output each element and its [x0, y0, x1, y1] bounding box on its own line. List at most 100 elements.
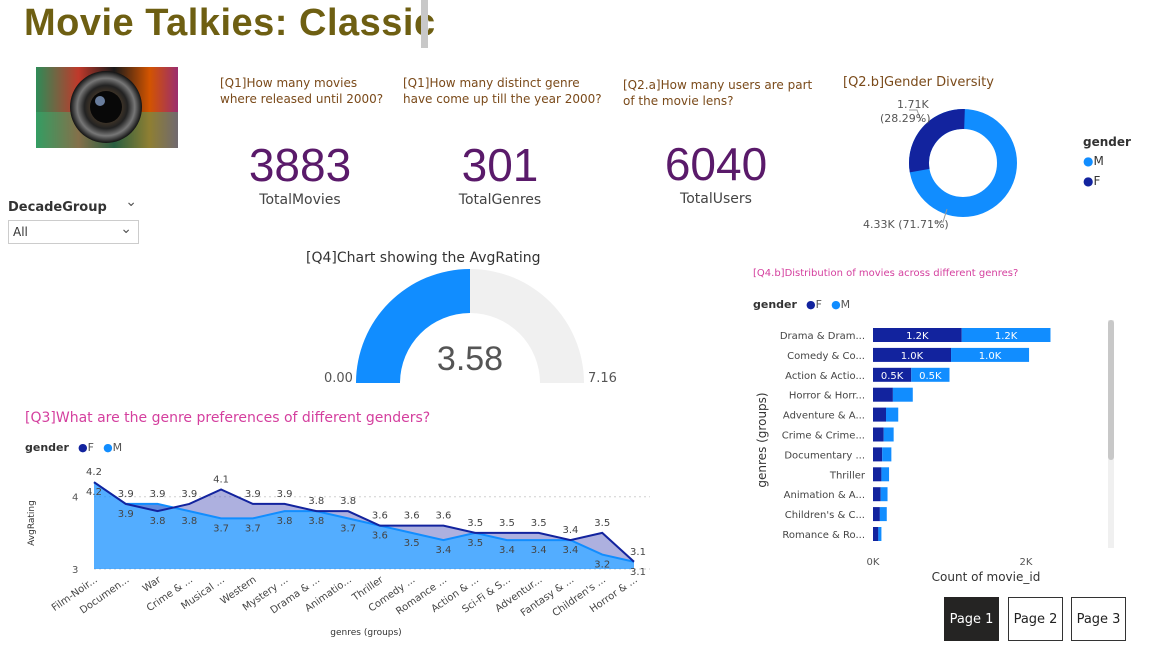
data-label-f: 3.9	[181, 489, 197, 500]
kpi-value: 6040	[664, 138, 768, 190]
legend-item-m[interactable]: M	[112, 441, 123, 454]
data-label-m: 3.4	[531, 545, 547, 556]
kpi-question-users: [Q2.a]How many users are part of the mov…	[623, 78, 813, 108]
kpi-question-movies: [Q1]How many movies where released until…	[220, 76, 384, 106]
legend-item-f[interactable]: ●F	[1083, 174, 1101, 188]
donut-leader-m	[935, 208, 948, 223]
data-label-f: 3.6	[435, 511, 451, 522]
legend-dot-icon: ●	[831, 298, 841, 311]
line-f[interactable]	[93, 481, 635, 563]
data-label-m: 3.6	[372, 531, 388, 542]
kpi-value: 3883	[248, 139, 352, 191]
kpi-question-genres: [Q1]How many distinct genre have come up…	[403, 76, 602, 106]
legend-item-m[interactable]: M	[840, 298, 851, 311]
page-3-button[interactable]: Page 3	[1071, 597, 1126, 641]
data-label-m: 3.2	[594, 560, 610, 571]
data-label-f: 4.1	[213, 474, 229, 485]
bar-chart-title: [Q4.b]Distribution of movies across diff…	[753, 268, 1019, 279]
page-title: Movie Talkies: Classic	[24, 2, 436, 44]
bar-m[interactable]	[951, 347, 1030, 362]
y-tick-label: Animation & A...	[784, 490, 865, 501]
kpi-label: TotalGenres	[458, 192, 542, 208]
gauge-max: 7.16	[588, 371, 617, 386]
bar-label-m: 1.2K	[995, 331, 1018, 342]
data-label-f: 3.8	[340, 496, 356, 507]
slicer-value: All	[13, 225, 28, 239]
gauge-value: 3.58	[436, 340, 504, 378]
gauge-min: 0.00	[324, 371, 353, 386]
title-divider	[421, 0, 428, 48]
bar-m[interactable]	[880, 487, 888, 502]
bar-m[interactable]	[911, 367, 950, 382]
data-label-m: 3.1	[630, 567, 646, 578]
y-tick-label: Horror & Horr...	[789, 391, 865, 402]
y-tick-label: Documentary ...	[784, 450, 865, 461]
data-label-f: 3.5	[594, 518, 610, 529]
scrollbar-thumb[interactable]	[1108, 320, 1114, 460]
data-label-m: 3.8	[277, 516, 293, 527]
bar-m[interactable]	[886, 407, 899, 422]
bar-f[interactable]	[873, 347, 952, 362]
data-label-m: 3.4	[499, 545, 515, 556]
data-label-f: 3.8	[150, 516, 166, 527]
y-tick-label: Adventure & A...	[783, 411, 865, 422]
y-axis-title: AvgRating	[27, 500, 37, 546]
bar-m[interactable]	[883, 427, 894, 442]
chevron-down-icon: ⌄	[120, 221, 132, 237]
kpi-value: 301	[461, 139, 539, 191]
bar-m[interactable]	[881, 467, 890, 482]
legend-dot-icon: ●	[1083, 174, 1094, 188]
bar-m[interactable]	[879, 507, 887, 522]
y-tick-label: Comedy & Co...	[787, 351, 865, 362]
y-tick-label: Crime & Crime...	[782, 431, 865, 442]
page-2-button[interactable]: Page 2	[1008, 597, 1063, 641]
donut-title: [Q2.b]Gender Diversity	[843, 75, 994, 90]
bar-chart-legend: gender ●F ●M	[753, 293, 850, 312]
bar-f[interactable]	[873, 427, 884, 442]
data-label-f: 3.6	[404, 511, 420, 522]
bar-f[interactable]	[873, 407, 887, 422]
y-tick-label: Thriller	[829, 470, 866, 481]
bar-m[interactable]	[961, 328, 1051, 342]
bar-m[interactable]	[882, 447, 892, 462]
chevron-down-icon[interactable]: ⌄	[125, 194, 137, 210]
legend-dot-icon: ●	[78, 441, 88, 454]
bar-label-m: 1.0K	[979, 351, 1002, 362]
donut-leader-f	[909, 109, 922, 122]
line-chart-legend: gender ●F ●M	[25, 436, 122, 455]
bar-m[interactable]	[878, 527, 882, 541]
bar-f[interactable]	[873, 527, 879, 541]
legend-item-m[interactable]: ●M	[1083, 154, 1104, 168]
kpi-card-total-movies: 3883 TotalMovies	[215, 138, 385, 208]
y-tick-label: Children's & C...	[785, 510, 865, 521]
bar-f[interactable]	[873, 367, 912, 382]
slicer-dropdown[interactable]: All ⌄	[8, 220, 139, 244]
x-tick-label: 2K	[1020, 557, 1033, 568]
data-label-f: 3.8	[308, 496, 324, 507]
x-axis-title: genres (groups)	[330, 628, 401, 638]
bar-f[interactable]	[873, 467, 882, 482]
y-tick-label: Action & Actio...	[785, 371, 865, 382]
bar-f[interactable]	[873, 387, 893, 402]
legend-item-f[interactable]: F	[87, 441, 94, 454]
legend-title: gender	[753, 298, 797, 311]
data-label-m: 3.5	[404, 538, 420, 549]
gauge-fill[interactable]	[356, 269, 470, 383]
bar-f[interactable]	[873, 507, 880, 522]
legend-item-f[interactable]: F	[815, 298, 822, 311]
bar-f[interactable]	[873, 487, 881, 502]
data-label-m: 3.9	[150, 489, 166, 500]
kpi-label: TotalMovies	[259, 192, 341, 208]
slicer-label: DecadeGroup	[8, 200, 107, 215]
bar-m[interactable]	[892, 387, 913, 402]
bar-f[interactable]	[873, 447, 883, 462]
kpi-card-total-users: 6040 TotalUsers	[636, 137, 796, 207]
bar-label-m: 0.5K	[919, 371, 942, 382]
line-m[interactable]	[93, 481, 635, 563]
page-1-button[interactable]: Page 1	[944, 597, 999, 641]
legend-dot-icon: ●	[1083, 154, 1094, 168]
bar-label-f: 1.2K	[906, 331, 929, 342]
bar-f[interactable]	[873, 328, 962, 342]
donut-slice-f[interactable]	[909, 109, 1018, 217]
bar-chart-scrollbar[interactable]	[1108, 320, 1114, 548]
